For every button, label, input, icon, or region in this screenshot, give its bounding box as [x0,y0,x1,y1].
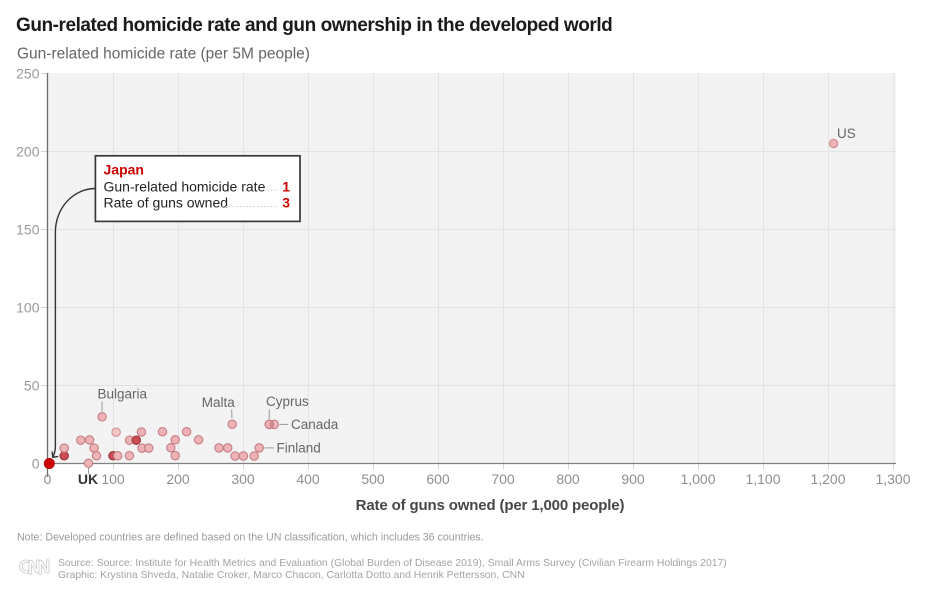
svg-text:1: 1 [282,178,290,194]
svg-text:0: 0 [44,471,52,487]
svg-text:UK: UK [78,471,98,487]
svg-text:Cyprus: Cyprus [266,394,309,409]
svg-text:Canada: Canada [291,417,339,432]
svg-text:Bulgaria: Bulgaria [98,387,148,402]
svg-text:Gun-related homicide rate (per: Gun-related homicide rate (per 5M people… [17,45,310,62]
svg-text:1,000: 1,000 [680,471,715,487]
svg-text:200: 200 [16,144,40,160]
svg-text:1,200: 1,200 [810,471,845,487]
svg-text:150: 150 [16,222,40,238]
svg-text:100: 100 [16,300,40,316]
svg-text:50: 50 [24,378,40,394]
svg-text:Note: Developed countries are: Note: Developed countries are defined ba… [17,532,484,544]
svg-text:700: 700 [491,471,515,487]
svg-text:100: 100 [101,471,125,487]
svg-text:500: 500 [361,471,385,487]
svg-text:US: US [837,126,856,141]
svg-text:300: 300 [231,471,255,487]
svg-text:1,100: 1,100 [745,471,780,487]
svg-text:Gun-related homicide rate: Gun-related homicide rate [104,178,266,194]
svg-text:Source: Source: Institute for: Source: Source: Institute for Health Met… [58,558,727,569]
svg-text:900: 900 [621,471,645,487]
svg-text:250: 250 [16,66,40,82]
svg-text:Gun-related homicide rate and: Gun-related homicide rate and gun owners… [16,15,612,36]
svg-text:1,300: 1,300 [875,471,910,487]
svg-text:600: 600 [426,471,450,487]
svg-text:800: 800 [556,471,580,487]
svg-text:3: 3 [282,195,290,211]
svg-text:Malta: Malta [202,395,236,410]
svg-text:Rate of guns owned: Rate of guns owned [104,195,229,211]
svg-text:Graphic: Krystina Shveda, Nata: Graphic: Krystina Shveda, Natalie Croker… [58,570,525,581]
svg-text:Japan: Japan [104,162,144,178]
svg-text:Finland: Finland [277,441,321,456]
svg-text:0: 0 [32,456,40,472]
svg-text:200: 200 [166,471,190,487]
svg-text:400: 400 [296,471,320,487]
svg-text:Rate of guns owned (per 1,000: Rate of guns owned (per 1,000 people) [356,497,625,514]
